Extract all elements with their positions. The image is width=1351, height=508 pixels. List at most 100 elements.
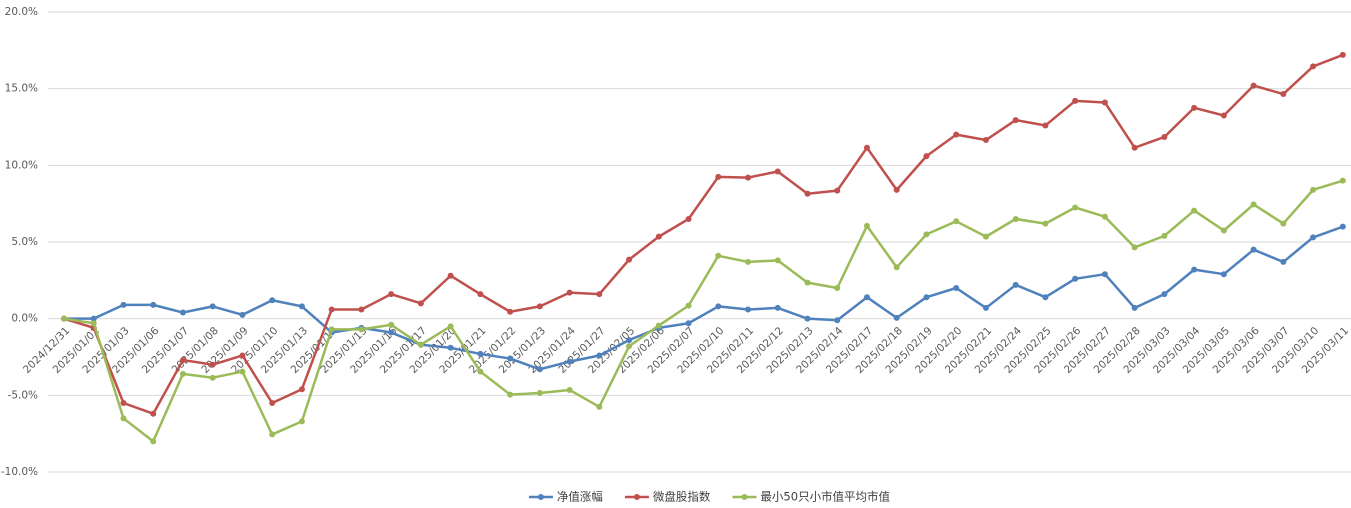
data-point (209, 303, 216, 310)
data-point (1161, 291, 1168, 298)
data-point (1310, 63, 1317, 70)
data-point (298, 303, 305, 310)
data-point (1339, 51, 1346, 58)
data-point (774, 168, 781, 175)
data-point (1072, 275, 1079, 282)
data-point (1131, 144, 1138, 151)
data-point (1339, 177, 1346, 184)
data-point (923, 294, 930, 301)
legend-label: 微盘股指数 (653, 490, 711, 504)
data-point (150, 410, 157, 417)
data-point (150, 301, 157, 308)
data-point (1012, 216, 1019, 222)
data-point (1250, 82, 1257, 89)
data-point (1339, 223, 1346, 230)
data-point (1042, 294, 1049, 301)
data-point (269, 297, 276, 304)
data-point (328, 326, 335, 333)
y-tick-label: 20.0% (5, 6, 38, 18)
data-point (863, 294, 870, 301)
data-point (1012, 117, 1019, 124)
data-point (536, 390, 543, 397)
data-point (477, 291, 484, 298)
legend-marker (537, 494, 544, 500)
data-point (596, 352, 603, 359)
data-point (90, 320, 97, 327)
data-point (209, 361, 216, 368)
data-point (774, 257, 781, 264)
data-point (507, 308, 514, 315)
data-point (834, 285, 841, 291)
data-point (804, 190, 811, 197)
data-point (298, 418, 305, 425)
data-point (715, 303, 722, 310)
y-tick-label: 10.0% (5, 159, 38, 171)
data-point (745, 306, 752, 313)
data-point (1250, 246, 1257, 253)
series-line (63, 53, 1344, 415)
data-point (863, 222, 870, 229)
data-point (388, 291, 395, 298)
data-point (893, 314, 900, 321)
data-point (269, 400, 276, 406)
data-point (1250, 201, 1257, 208)
data-point (1012, 281, 1019, 288)
data-point (1042, 220, 1049, 227)
data-point (1220, 112, 1227, 119)
data-point (745, 258, 752, 265)
data-point (1101, 213, 1108, 220)
legend-label: 净值涨幅 (557, 490, 603, 504)
data-point (358, 306, 365, 313)
y-tick-label: -10.0% (1, 466, 38, 478)
data-point (626, 343, 633, 350)
data-point (982, 233, 989, 240)
data-point (1220, 227, 1227, 234)
data-point (1280, 220, 1287, 227)
data-point (715, 173, 722, 180)
y-tick-label: 0.0% (11, 313, 38, 325)
data-point (1101, 99, 1108, 106)
data-point (536, 366, 543, 373)
data-point (626, 337, 633, 344)
data-point (953, 218, 960, 225)
data-point (507, 355, 514, 362)
series-line (63, 179, 1344, 443)
data-point (328, 306, 335, 313)
data-point (447, 272, 454, 279)
data-point (715, 252, 722, 259)
data-point (358, 326, 365, 333)
legend-label: 最小50只小市值平均市值 (760, 490, 890, 504)
legend-marker (741, 494, 748, 500)
data-point (1220, 271, 1227, 278)
y-tick-label: 5.0% (11, 236, 38, 248)
data-point (1072, 204, 1079, 211)
data-point (477, 368, 484, 375)
data-point (417, 300, 424, 307)
data-point (417, 341, 424, 348)
data-point (477, 350, 484, 357)
legend: 净值涨幅 微盘股指数 最小50只小市值平均市值 (528, 490, 891, 504)
data-point (982, 137, 989, 144)
data-point (953, 131, 960, 138)
data-point (685, 302, 692, 309)
data-point (685, 216, 692, 222)
data-point (507, 391, 514, 398)
data-point (447, 323, 454, 330)
data-point (1310, 234, 1317, 241)
data-point (179, 370, 186, 377)
data-point (745, 174, 752, 181)
data-point (566, 386, 573, 393)
data-point (893, 264, 900, 271)
data-point (269, 431, 276, 438)
data-point (804, 315, 811, 322)
data-point (923, 231, 930, 238)
data-point (298, 386, 305, 393)
data-point (239, 311, 246, 318)
data-point (1131, 304, 1138, 311)
data-point (447, 344, 454, 351)
data-point (90, 315, 97, 322)
data-point (1191, 266, 1198, 273)
data-point (120, 415, 127, 422)
data-point (1310, 186, 1317, 193)
